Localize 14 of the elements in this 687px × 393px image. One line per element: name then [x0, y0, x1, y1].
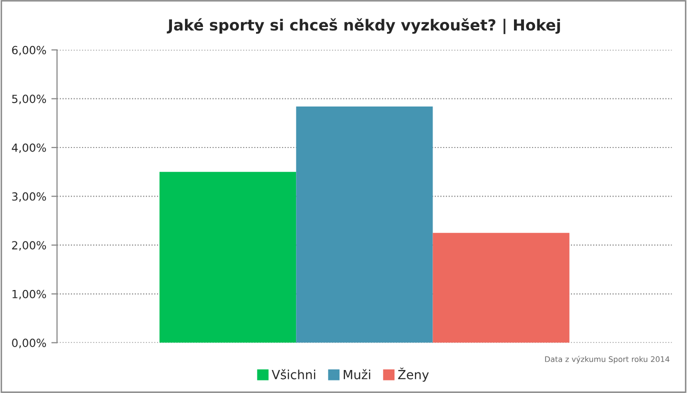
y-tick-label: 1,00%: [12, 290, 46, 300]
y-tick-label: 5,00%: [12, 94, 46, 104]
bar: [160, 172, 296, 343]
bar: [296, 106, 433, 343]
legend-label: Ženy: [398, 368, 429, 382]
y-tick-label: 6,00%: [12, 46, 46, 56]
y-tick-label: 2,00%: [12, 241, 46, 251]
bar: [432, 232, 570, 343]
y-tick-label: 4,00%: [12, 143, 46, 154]
chart-title: Jaké sporty si chceš někdy vyzkoušet? | Hokej: [166, 18, 560, 34]
legend-label: Muži: [344, 369, 370, 380]
y-tick-label: 3,00%: [12, 192, 46, 202]
legend-label: Všichni: [272, 369, 316, 380]
y-tick-label: 0,00%: [12, 338, 46, 348]
